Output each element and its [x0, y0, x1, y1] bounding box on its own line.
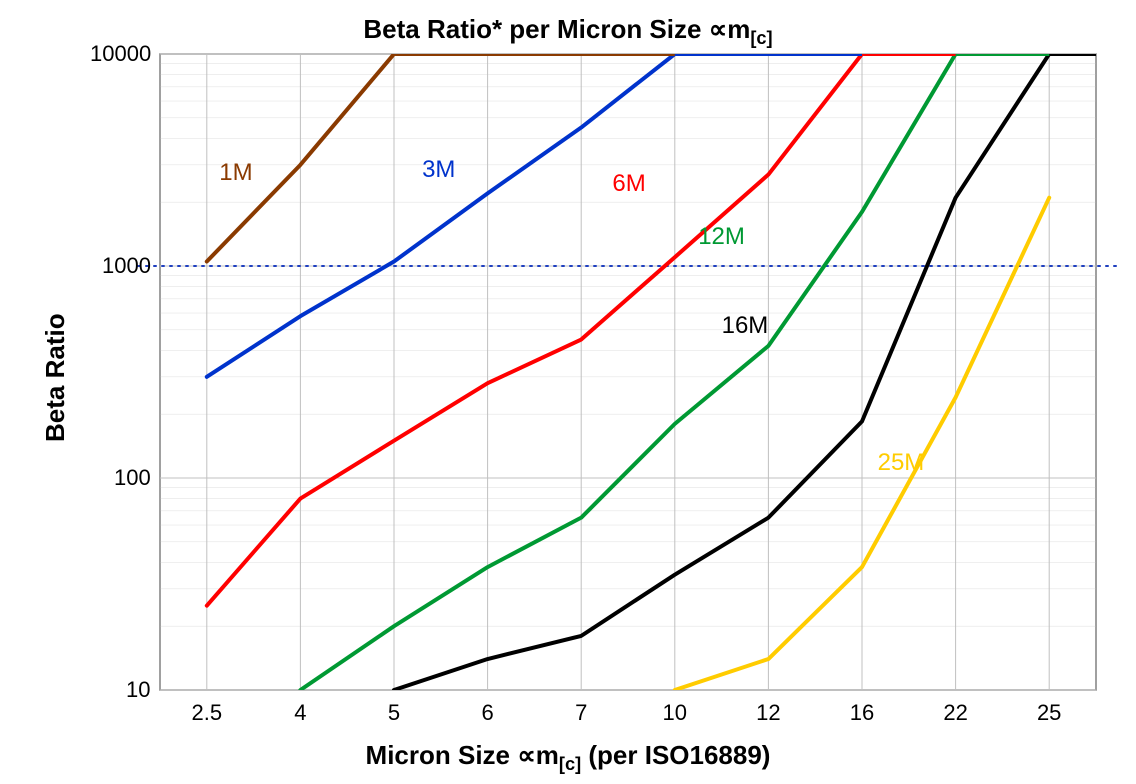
chart-container: Beta Ratio* per Micron Size ∝m[c] Beta R…	[0, 0, 1136, 784]
series-label-1M: 1M	[219, 159, 252, 187]
x-tick: 6	[481, 700, 493, 726]
x-tick: 5	[388, 700, 400, 726]
x-tick: 10	[663, 700, 687, 726]
x-tick: 25	[1037, 700, 1061, 726]
series-label-3M: 3M	[422, 156, 455, 184]
y-tick: 10	[126, 677, 150, 703]
x-tick: 12	[756, 700, 780, 726]
series-label-6M: 6M	[612, 170, 645, 198]
series-label-25M: 25M	[878, 449, 925, 477]
x-tick: 7	[575, 700, 587, 726]
x-tick: 16	[850, 700, 874, 726]
x-tick: 22	[943, 700, 967, 726]
series-label-12M: 12M	[698, 223, 745, 251]
y-tick: 1000	[102, 253, 150, 279]
series-label-16M: 16M	[722, 312, 769, 340]
x-tick: 2.5	[192, 700, 223, 726]
x-tick: 4	[294, 700, 306, 726]
y-tick: 10000	[90, 41, 150, 67]
plot-area	[0, 0, 1136, 784]
y-tick: 100	[114, 465, 150, 491]
